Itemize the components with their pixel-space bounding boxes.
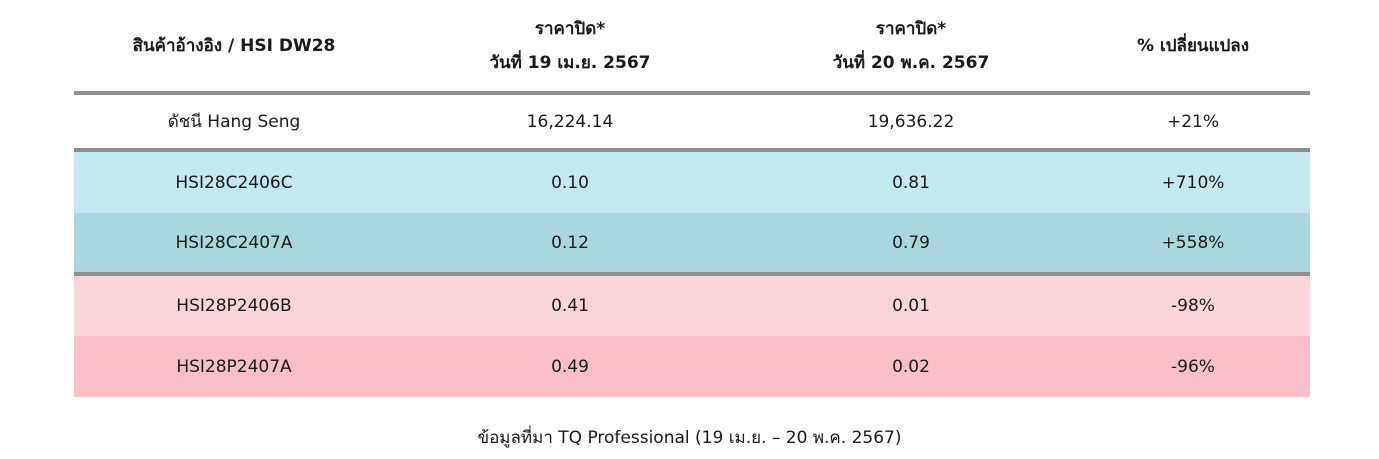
divider: [74, 91, 1310, 95]
table-cell: ดัชนี Hang Seng: [167, 112, 301, 132]
header-text: วันที่ 19 เม.ย. 2567: [489, 52, 651, 73]
table-cell: 0.02: [892, 356, 930, 377]
table-cell: 16,224.14: [526, 111, 614, 132]
table-cell: 0.79: [892, 232, 930, 253]
header-text: ราคาปิด*: [534, 18, 606, 39]
table-row: HSI28P2407A 0.49 0.02 -96%: [74, 336, 1310, 397]
table-cell: 19,636.22: [867, 111, 955, 132]
table-cell: 0.81: [892, 172, 930, 193]
header-text: วันที่ 20 พ.ค. 2567: [832, 52, 990, 73]
header-text: สินค้าอ้างอิง / HSI DW28: [132, 35, 336, 56]
divider: [74, 148, 1310, 152]
divider: [74, 272, 1310, 276]
header-text: ราคาปิด*: [875, 18, 947, 39]
table-row: HSI28P2406B 0.41 0.01 -98%: [74, 276, 1310, 336]
data-table: สินค้าอ้างอิง / HSI DW28 ราคาปิด* วันที่ 1…: [74, 0, 1310, 397]
table-cell: +558%: [1161, 232, 1225, 253]
table-cell: HSI28C2406C: [175, 172, 293, 193]
table-cell: HSI28P2406B: [176, 296, 292, 316]
header-text: % เปลี่ยนแปลง: [1136, 35, 1250, 56]
table-row: HSI28C2407A 0.12 0.79 +558%: [74, 213, 1310, 272]
table-cell: 0.01: [892, 296, 930, 316]
table-cell: 0.12: [551, 232, 589, 253]
header-cell: ราคาปิด* วันที่ 19 เม.ย. 2567: [394, 12, 746, 80]
table-row: ดัชนี Hang Seng 16,224.14 19,636.22 +21%: [74, 95, 1310, 148]
header-cell: สินค้าอ้างอิง / HSI DW28: [74, 29, 394, 63]
table-cell: +21%: [1166, 111, 1220, 132]
table-cell: -96%: [1171, 356, 1215, 377]
table-cell: -98%: [1171, 296, 1215, 316]
table-cell: HSI28P2407A: [176, 356, 292, 377]
table-cell: 0.49: [551, 356, 589, 377]
table-cell: +710%: [1161, 172, 1225, 193]
table-cell: 0.41: [551, 296, 589, 316]
table-cell: 0.10: [551, 172, 589, 193]
header-cell: ราคาปิด* วันที่ 20 พ.ค. 2567: [746, 12, 1076, 80]
table-cell: HSI28C2407A: [175, 232, 293, 253]
table-row: HSI28C2406C 0.10 0.81 +710%: [74, 152, 1310, 213]
header-cell: % เปลี่ยนแปลง: [1076, 29, 1310, 63]
footnote: ข้อมูลที่มา TQ Professional (19 เม.ย. – …: [477, 428, 902, 448]
header-row: สินค้าอ้างอิง / HSI DW28 ราคาปิด* วันที่ 1…: [74, 0, 1310, 91]
